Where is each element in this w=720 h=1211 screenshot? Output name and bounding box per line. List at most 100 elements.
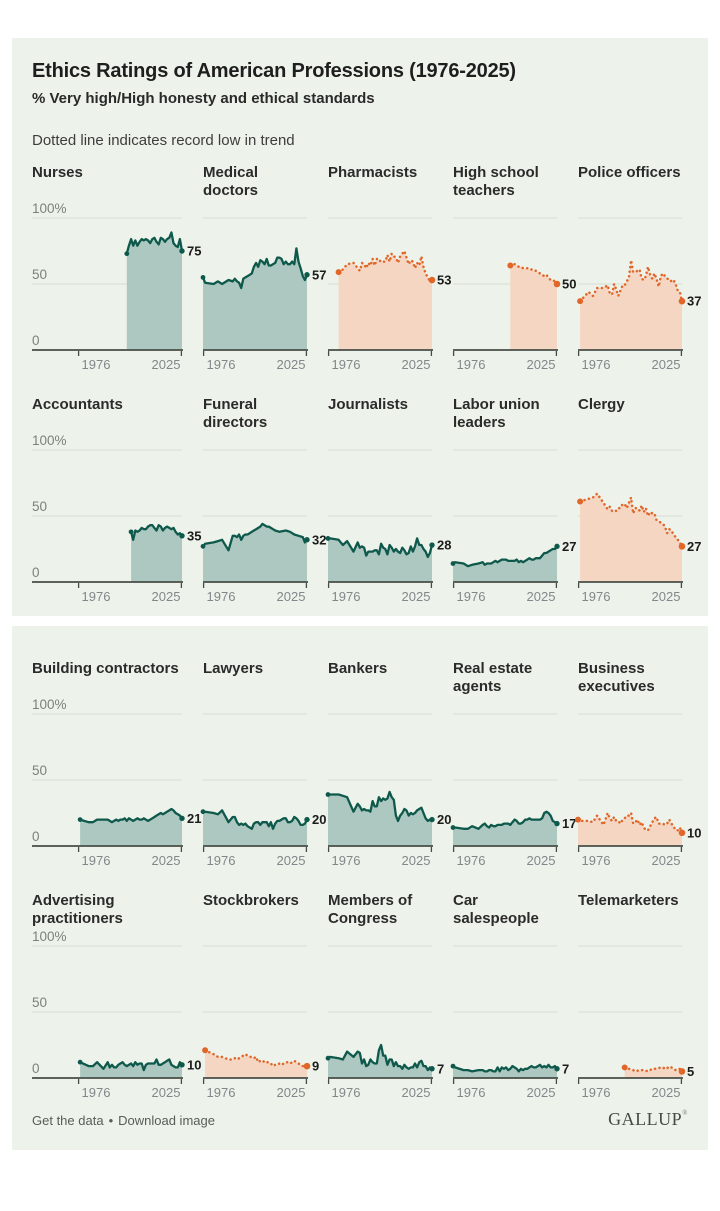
end-dot <box>428 276 436 284</box>
chart-high-school-teachers: High school teachers 1976 2025 50 <box>452 164 576 376</box>
x-tick-label: 1976 <box>332 589 361 604</box>
chart-title: Medical doctors <box>203 164 259 199</box>
chart-business-executives: Business executives 1976 2025 10 <box>575 660 701 872</box>
chart-title: Journalists <box>328 396 409 413</box>
x-tick-label: 1976 <box>332 1085 361 1100</box>
chart-members-of-congress: Members of Congress 1976 2025 7 <box>325 892 444 1104</box>
chart-pharmacists: Pharmacists 1976 2025 53 <box>327 164 451 376</box>
start-dot <box>200 543 206 549</box>
y-tick-label: 0 <box>32 1061 40 1076</box>
x-tick-label: 2025 <box>402 1085 431 1100</box>
area-fill <box>205 1050 307 1078</box>
trend-line <box>125 231 184 255</box>
start-dot <box>200 275 206 280</box>
chart-plot-police-officers: 1976 2025 37 <box>577 217 701 372</box>
chart-advertising-practitioners: Advertising practitioners 1976 2025 100% 50 0… <box>32 892 201 1104</box>
charts-grid-top: Nurses 1976 2025 100% 50 0 75 Medical doctors 19… <box>32 164 701 608</box>
chart-plot-business-executives: 1976 2025 10 <box>575 713 701 868</box>
trend-line <box>623 1066 684 1073</box>
end-dot <box>678 1068 686 1075</box>
end-value-label: 35 <box>187 528 201 543</box>
trend-line <box>326 790 434 823</box>
trend-line <box>451 810 559 830</box>
x-tick-label: 2025 <box>652 1085 681 1100</box>
chart-stockbrokers: Stockbrokers 1976 2025 9 <box>202 892 319 1104</box>
legend-note: Dotted line indicates record low in tren… <box>32 132 295 149</box>
footer-links: Get the data • Download image <box>32 1113 215 1128</box>
area-fill <box>338 251 432 350</box>
x-tick-label: 2025 <box>527 357 556 372</box>
x-tick-label: 2025 <box>277 853 306 868</box>
end-value-label: 20 <box>437 812 451 827</box>
area-fill <box>328 538 432 582</box>
x-tick-label: 1976 <box>207 853 236 868</box>
area-fill <box>328 1045 432 1078</box>
trend-line <box>576 811 684 835</box>
chart-plot-funeral-directors: 1976 2025 32 <box>200 449 326 604</box>
trend-line <box>201 809 309 830</box>
end-dot <box>678 543 686 550</box>
chart-plot-journalists: 1976 2025 28 <box>325 449 451 604</box>
chart-title: Lawyers <box>203 660 264 677</box>
chart-title: Car salespeople <box>453 892 539 927</box>
start-dot <box>577 498 584 505</box>
x-tick-label: 1976 <box>582 853 611 868</box>
end-dot <box>554 820 560 827</box>
chart-row-1: Nurses 1976 2025 100% 50 0 75 Medical doctors 19… <box>32 164 701 376</box>
trend-line <box>201 522 309 552</box>
area-fill <box>624 1067 682 1078</box>
end-value-label: 7 <box>562 1061 569 1076</box>
chart-plot-medical-doctors: 1976 2025 57 <box>200 217 326 372</box>
end-dot <box>179 815 185 821</box>
x-tick-label: 2025 <box>402 589 431 604</box>
end-dot <box>304 816 310 823</box>
chart-lawyers: Lawyers 1976 2025 20 <box>200 660 326 872</box>
chart-row-3: Building contractors 1976 2025 100% 50 0 21 Law… <box>32 660 701 872</box>
y-tick-label: 0 <box>32 333 40 348</box>
trend-line <box>203 1049 309 1068</box>
download-image-link[interactable]: Download image <box>118 1113 215 1128</box>
chart-title: Labor union leaders <box>453 396 540 431</box>
trend-line <box>337 249 434 283</box>
x-tick-label: 1976 <box>582 1085 611 1100</box>
start-dot <box>325 536 331 541</box>
area-fill <box>453 546 557 582</box>
end-dot <box>553 280 561 288</box>
x-tick-label: 1976 <box>82 853 111 868</box>
end-value-label: 53 <box>437 273 451 288</box>
chart-police-officers: Police officers 1976 2025 37 <box>577 164 701 376</box>
trend-line <box>509 262 559 286</box>
y-tick-label: 100% <box>32 929 67 944</box>
x-tick-label: 2025 <box>277 357 306 372</box>
x-tick-label: 1976 <box>332 357 361 372</box>
area-fill <box>328 791 432 846</box>
area-fill <box>126 232 182 350</box>
end-dot <box>303 1062 311 1070</box>
chart-plot-pharmacists: 1976 2025 53 <box>327 217 451 372</box>
chart-plot-advertising-practitioners: 1976 2025 100% 50 0 10 <box>32 929 201 1100</box>
chart-title: Bankers <box>328 660 388 677</box>
end-value-label: 5 <box>687 1064 694 1079</box>
gallup-logo: GALLUP® <box>608 1109 688 1130</box>
x-tick-label: 1976 <box>207 589 236 604</box>
chart-plot-building-contractors: 1976 2025 100% 50 0 21 <box>32 697 201 868</box>
end-value-label: 37 <box>687 294 701 309</box>
x-tick-label: 2025 <box>152 589 181 604</box>
chart-title: Pharmacists <box>328 164 418 181</box>
trend-line <box>326 537 434 559</box>
end-dot <box>179 533 185 539</box>
page-subtitle: % Very high/High honesty and ethical sta… <box>32 90 375 107</box>
chart-nurses: Nurses 1976 2025 100% 50 0 75 <box>32 164 201 376</box>
chart-plot-telemarketers: 1976 2025 5 <box>577 945 694 1100</box>
charts-grid-bottom: Building contractors 1976 2025 100% 50 0 21 Law… <box>32 660 701 1104</box>
x-tick-label: 2025 <box>527 589 556 604</box>
chart-labor-union-leaders: Labor union leaders 1976 2025 27 <box>450 396 576 608</box>
end-dot <box>678 297 686 305</box>
start-dot <box>507 262 514 269</box>
x-tick-label: 1976 <box>457 357 486 372</box>
x-tick-label: 2025 <box>152 1085 181 1100</box>
chart-plot-accountants: 1976 2025 100% 50 0 35 <box>32 433 201 604</box>
x-tick-label: 2025 <box>527 853 556 868</box>
y-tick-label: 50 <box>32 995 47 1010</box>
get-data-link[interactable]: Get the data <box>32 1113 104 1128</box>
